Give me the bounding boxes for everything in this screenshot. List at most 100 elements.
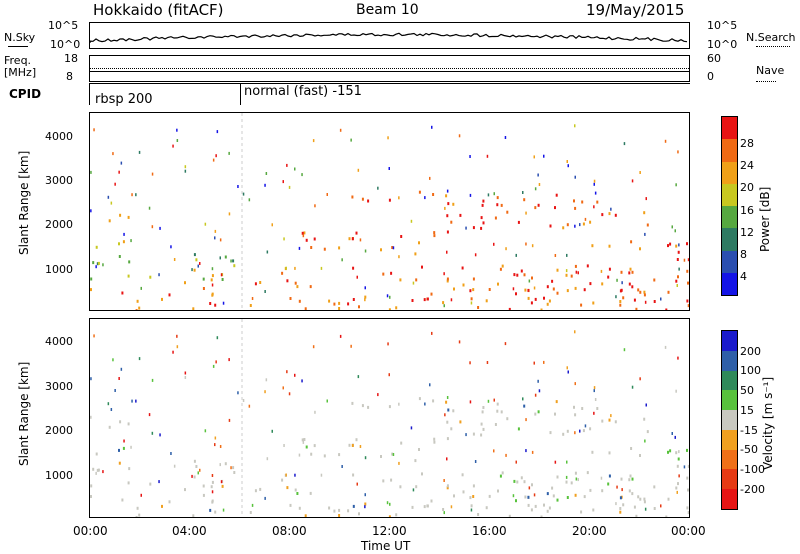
power-speckle [543,154,545,158]
power-cell [686,269,689,273]
vel-cb-tick-m200: -200 [740,483,765,496]
velocity-cell [333,509,336,513]
velocity-cell [192,514,195,517]
power-speckle [388,167,390,170]
xtick-0000: 00:00 [73,524,108,538]
power-speckle [266,250,269,254]
velocity-speckle [446,457,448,461]
noise-trace [90,32,688,43]
power-cell [461,266,464,270]
radar-title: Hokkaido (fitACF) [93,1,224,19]
power-cell [635,307,638,310]
velocity-cell [639,497,642,501]
velocity-speckle [242,399,245,402]
velocity-cell [508,514,511,517]
velocity-cell [500,410,503,414]
power-speckle [674,229,676,233]
power-speckle [443,272,445,276]
velocity-cell [562,432,565,436]
velocity-cell [552,494,555,498]
velocity-cell [352,473,355,477]
velocity-cell [469,496,472,500]
power-cell [565,273,568,277]
velocity-speckle [356,482,358,486]
power-speckle [615,295,617,299]
power-speckle [398,196,400,200]
power-speckle [593,182,595,186]
power-cell [395,306,398,310]
power-cell [161,297,163,301]
velocity-cell [259,487,262,491]
power-cell [543,296,545,300]
power-cb-swatch [722,250,737,273]
velocity-cell [209,508,212,512]
velocity-cell [574,471,577,475]
power-speckle [639,171,641,174]
power-cell [523,198,526,202]
power-speckle [271,223,273,227]
velocity-speckle [151,378,154,382]
velocity-cell [546,509,549,513]
velocity-speckle [301,379,303,383]
velocity-cb-swatch [722,410,737,430]
power-cell [361,197,364,201]
velocity-speckle [237,391,239,395]
nsky-legend-line [8,46,28,47]
velocity-cell [639,454,641,457]
power-cell [352,266,355,270]
velocity-speckle [410,426,413,430]
power-speckle [645,197,647,201]
power-cell [347,302,350,306]
power-speckle [359,238,362,242]
power-speckle [216,130,219,134]
velocity-cell [462,490,465,494]
velocity-speckle [412,488,415,492]
power-cell [367,199,370,203]
power-speckle [211,267,214,271]
velocity-cb-swatch [722,390,737,411]
power-speckle [114,182,116,186]
power-speckle [148,206,151,210]
velocity-cell [453,494,455,498]
velocity-cell [667,450,669,454]
power-cell [414,252,417,256]
velocity-cb-swatch [722,449,737,470]
power-cell [121,291,124,295]
power-cell [629,267,632,271]
velocity-speckle [377,393,379,397]
power-speckle [574,124,576,128]
power-speckle [286,163,288,167]
vel-cb-tick-m15: -15 [740,424,758,437]
power-speckle [487,193,490,197]
freq-tick-top: 18 [64,52,78,65]
power-speckle [593,205,595,209]
power-speckle [184,165,187,169]
velocity-cell [676,464,679,468]
power-cb-swatch [722,228,737,251]
velocity-cell [622,503,625,507]
power-speckle [123,232,125,236]
power-ylabel: Slant Range [km] [17,150,31,255]
velocity-speckle [312,345,315,349]
power-speckle [584,217,587,221]
power-speckle [120,161,123,165]
velocity-cb-swatch [722,370,737,391]
power-cell [211,293,214,297]
power-cell [676,258,679,261]
power-cell [432,193,435,196]
power-speckle [469,155,471,158]
velocity-speckle [184,371,187,375]
power-ytick-4000: 4000 [45,130,73,143]
vel-cb-tick-m50: -50 [740,443,758,456]
power-cell [119,213,122,217]
power-speckle [522,191,524,194]
power-cell [421,265,423,269]
power-speckle [215,154,217,158]
power-speckle [528,279,531,283]
velocity-cell [574,493,577,497]
velocity-cell [583,495,586,499]
power-cell [390,271,393,275]
velocity-cell [472,495,475,498]
power-speckle [242,192,245,196]
power-cell [628,271,631,275]
